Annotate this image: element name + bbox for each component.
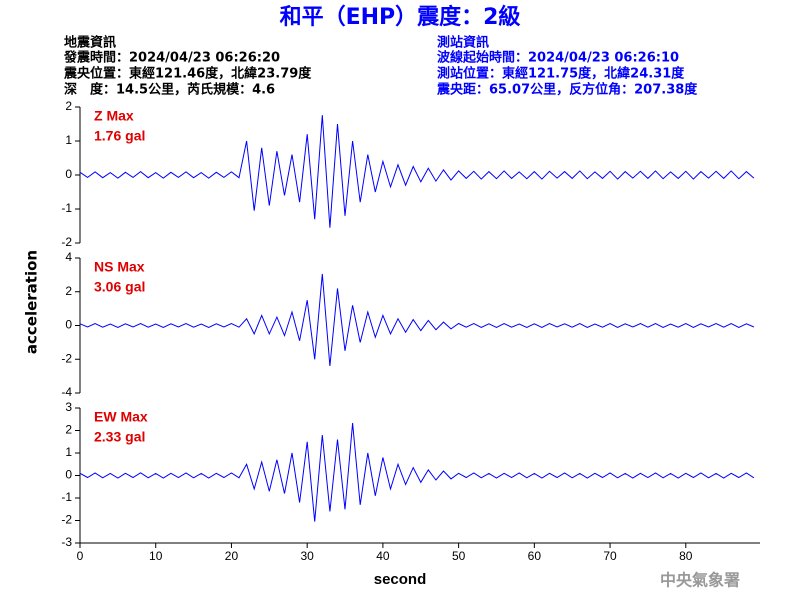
y-tick-label: -2: [61, 235, 72, 249]
y-tick-label: 2: [65, 423, 72, 437]
x-tick-label: 70: [603, 549, 617, 563]
trace: [79, 273, 755, 367]
y-tick-label: 2: [65, 99, 72, 113]
info-right: 波線起始時間：2024/04/23 06:26:10: [437, 50, 679, 66]
info-right: 震央距：65.07公里，反方位角：207.38度: [436, 82, 698, 98]
y-tick-label: 1: [65, 133, 72, 147]
x-tick-label: 10: [149, 549, 163, 563]
annotation: 3.06 gal: [94, 279, 145, 295]
y-tick-label: -3: [61, 535, 72, 549]
info-left: 發震時間：2024/04/23 06:26:20: [63, 50, 280, 66]
annotation: 2.33 gal: [94, 429, 145, 445]
x-tick-label: 20: [225, 549, 239, 563]
y-tick-label: 0: [65, 318, 72, 332]
title: 和平（EHP）震度：2級: [280, 4, 521, 30]
x-tick-label: 30: [300, 549, 314, 563]
info-left: 深 度：14.5公里，芮氏規模：4.6: [64, 82, 275, 98]
y-axis-label: acceleration: [23, 250, 41, 354]
x-tick-label: 50: [452, 549, 466, 563]
y-tick-label: -1: [61, 490, 72, 504]
y-tick-label: -1: [61, 201, 72, 215]
footer: 中央氣象署: [660, 571, 740, 590]
y-tick-label: -2: [61, 513, 72, 527]
info-left: 震央位置：東經121.46度，北緯23.79度: [63, 66, 312, 82]
trace: [79, 423, 755, 522]
y-tick-label: -4: [61, 385, 72, 399]
y-tick-label: 2: [65, 284, 72, 298]
info-right: 測站位置：東經121.75度，北緯24.31度: [437, 66, 685, 82]
x-tick-label: 0: [77, 549, 84, 563]
info-left: 地震資訊: [64, 35, 116, 51]
x-tick-label: 80: [679, 549, 693, 563]
annotation: 1.76 gal: [94, 128, 145, 144]
annotation: NS Max: [94, 259, 145, 275]
y-tick-label: 3: [65, 400, 72, 414]
trace: [79, 115, 755, 228]
y-tick-label: 0: [65, 167, 72, 181]
y-tick-label: 1: [65, 445, 72, 459]
y-tick-label: -2: [61, 351, 72, 365]
annotation: EW Max: [94, 409, 148, 425]
info-right: 測站資訊: [437, 35, 489, 51]
annotation: Z Max: [94, 108, 134, 124]
x-axis-label: second: [374, 571, 427, 588]
x-tick-label: 40: [376, 549, 390, 563]
y-tick-label: 0: [65, 468, 72, 482]
y-tick-label: 4: [65, 250, 72, 264]
x-tick-label: 60: [528, 549, 542, 563]
